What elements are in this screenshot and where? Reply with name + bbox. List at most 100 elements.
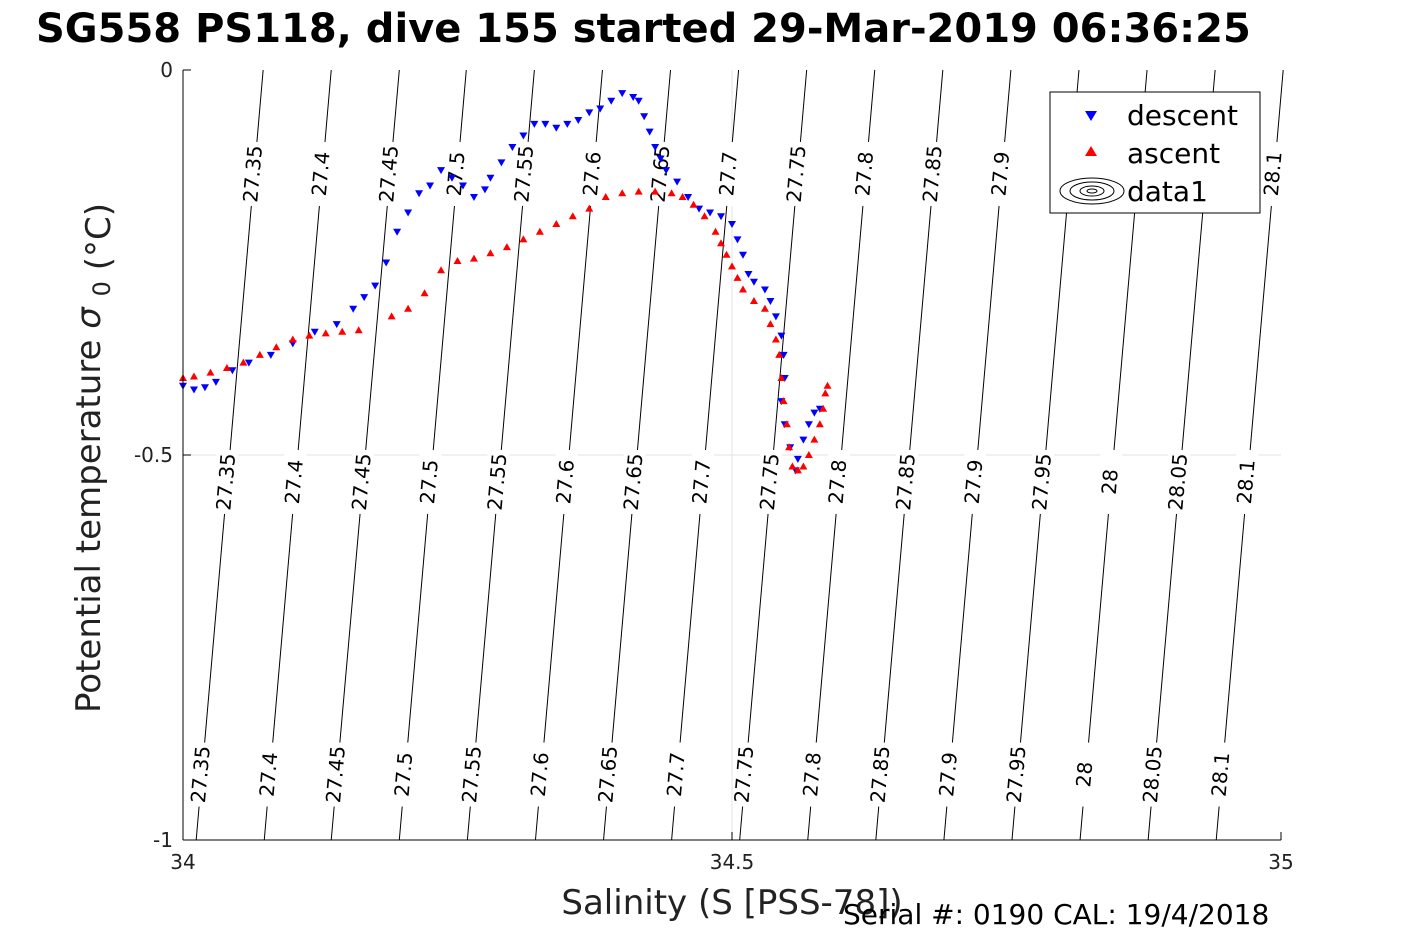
isopycnal-label-background: [419, 449, 442, 514]
descent-point: [211, 378, 220, 386]
ascent-point: [793, 466, 802, 474]
descent-point: [486, 174, 495, 182]
descent-point: [728, 221, 736, 228]
isopycnal-label-background: [964, 449, 987, 514]
ascent-point: [305, 331, 314, 339]
ascent-point: [821, 389, 830, 397]
isopycnal-label-background: [311, 141, 334, 206]
isopycnal-label-background: [514, 141, 537, 206]
isopycnal-label-background: [487, 449, 510, 514]
isopycnal-label-background: [1263, 141, 1286, 206]
ascent-point: [206, 368, 215, 376]
descent-point: [804, 421, 813, 429]
x-axis-label: Salinity (S [PSS-78]): [561, 883, 902, 923]
ascent-point: [799, 462, 808, 470]
descent-point: [738, 251, 747, 259]
ascent-point: [354, 326, 363, 334]
isopycnal-label: 27.55: [483, 452, 512, 511]
descent-point: [437, 167, 446, 175]
descent-point: [497, 159, 506, 167]
y-axis-label-text: Potential temperature: [69, 340, 109, 713]
ascent-point: [404, 304, 413, 312]
isopycnal-label: 28: [1097, 468, 1123, 495]
isopycnal-labels: 27.35 27.4 27.45 27.5 27.55 27.6 27.65 27.7 27.7…: [186, 141, 1287, 807]
descent-point: [382, 259, 391, 267]
legend-ascent-marker: [1085, 146, 1097, 156]
isopycnal-label: 28.05: [1138, 745, 1167, 804]
isopycnal-label-background: [216, 449, 239, 514]
descent-point: [266, 351, 275, 359]
descent-point: [733, 236, 742, 244]
descent-point: [779, 351, 788, 359]
ascent-point: [189, 372, 198, 380]
isopycnal-label: 27.35: [211, 452, 240, 511]
descent-point: [645, 128, 654, 136]
isopycnal-label: 27.5: [415, 459, 443, 505]
isopycnal-label: 27.7: [662, 751, 690, 797]
isopycnal-label: 27.7: [687, 459, 715, 505]
isopycnal-label: 28.1: [1232, 459, 1260, 505]
ascent-point: [749, 297, 758, 304]
descent-point: [508, 144, 517, 151]
ascent-point: [239, 358, 248, 366]
descent-point: [189, 386, 198, 394]
descent-point: [656, 155, 665, 163]
isopycnal-label-background: [623, 449, 646, 514]
legend-box: [1049, 91, 1261, 214]
ascent-point: [717, 239, 726, 247]
descent-point: [799, 436, 808, 444]
ascent-point: [338, 327, 347, 335]
isopycnal-label: 27.85: [891, 452, 920, 511]
ascent-point: [728, 262, 736, 270]
ascent-point: [601, 193, 610, 201]
descent-point: [541, 120, 550, 128]
descent-point: [760, 286, 769, 294]
isopycnal-label-background: [243, 141, 266, 206]
descent-point: [607, 97, 616, 105]
y-tick-label: -0.5: [134, 443, 173, 467]
isopycnal-label: 27.4: [280, 459, 308, 505]
isopycnal-label-background: [1210, 742, 1233, 807]
descent-point: [618, 90, 627, 98]
ascent-point: [552, 220, 561, 227]
isopycnal-label-background: [1100, 449, 1123, 514]
descent-point: [662, 167, 671, 175]
isopycnal-label: 27.6: [578, 151, 606, 197]
ascent-point: [502, 243, 511, 251]
isopycnal-label-background: [284, 449, 307, 514]
isopycnal-label-background: [1006, 742, 1029, 807]
descent-point: [458, 182, 467, 190]
descent-point: [585, 109, 594, 117]
ascent-point: [700, 212, 709, 220]
ascent-point: [321, 329, 330, 337]
ascent-point: [766, 320, 775, 328]
isopycnal-label: 28.1: [1207, 751, 1235, 797]
descent-point: [404, 209, 413, 217]
ascent-point: [819, 404, 828, 412]
x-tick-label: 35: [1268, 850, 1293, 874]
isopycnal-label-background: [990, 141, 1013, 206]
descent-point: [651, 144, 660, 151]
descent-point: [228, 367, 237, 375]
descent-point: [310, 328, 319, 336]
isopycnal-label: 27.6: [551, 459, 579, 505]
descent-point: [673, 178, 682, 186]
isopycnal-label: 27.45: [347, 452, 376, 511]
isopycnal-label-background: [870, 742, 893, 807]
isopycnal-label: 27.8: [824, 459, 852, 505]
descent-point: [777, 332, 786, 340]
isopycnal-label-background: [786, 141, 809, 206]
isopycnal-label-background: [691, 449, 714, 514]
ascent-point: [823, 381, 832, 389]
axis-ticks: 34 34.5 35 -1 -0.5 0: [134, 58, 1294, 874]
isopycnal-label-background: [598, 742, 621, 807]
ascent-point: [804, 451, 813, 458]
isopycnal-label-background: [393, 742, 416, 807]
isopycnal-label: 27.5: [442, 151, 470, 197]
isopycnal-label-background: [462, 742, 485, 807]
isopycnal-label: 27.65: [593, 745, 622, 804]
isopycnal-label-background: [734, 742, 757, 807]
legend-data1-contour-icon: [1059, 177, 1125, 205]
isopycnal-label: 27.9: [960, 459, 988, 505]
